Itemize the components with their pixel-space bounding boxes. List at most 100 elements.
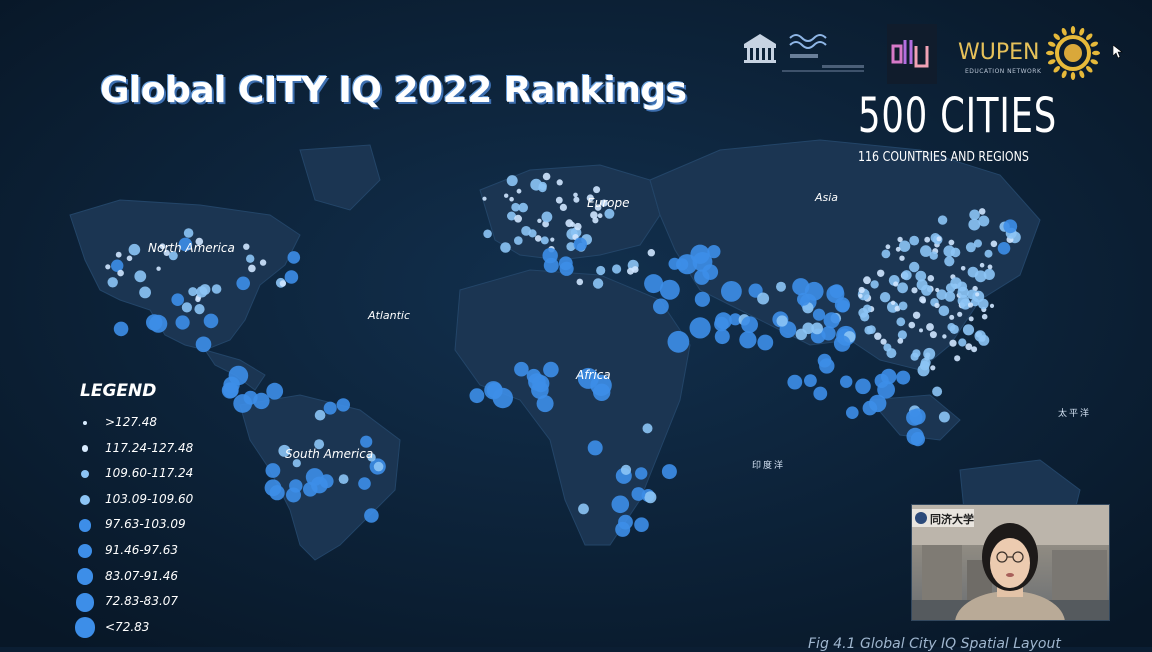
city-dot (983, 268, 995, 280)
city-dot (661, 464, 677, 480)
city-dot (812, 308, 826, 321)
city-dot (989, 303, 995, 308)
city-dot (358, 477, 371, 490)
city-dot (511, 202, 520, 212)
city-dot (978, 215, 990, 227)
city-dot (303, 482, 318, 497)
city-dot (944, 256, 955, 267)
city-dot (707, 245, 721, 259)
city-dot (542, 172, 551, 181)
city-dot (243, 243, 250, 250)
city-dot (984, 249, 993, 258)
legend-marker (81, 445, 89, 452)
city-dot (163, 249, 170, 256)
city-dot (920, 245, 932, 257)
city-dot (912, 311, 921, 319)
city-dot (942, 334, 947, 339)
city-dot (492, 387, 513, 409)
legend-label: 103.09-109.60 (105, 491, 194, 506)
legend-marker (79, 494, 91, 505)
city-dot (504, 193, 509, 198)
city-dot (246, 254, 255, 263)
slide-title: Global CITY IQ 2022 Rankings (100, 70, 687, 111)
label-europe: Europe (587, 196, 630, 210)
city-dot (128, 243, 141, 256)
city-dot (647, 249, 655, 257)
city-dot (323, 401, 337, 415)
city-dot (909, 235, 920, 246)
legend-label: >127.48 (105, 415, 158, 429)
city-dot (531, 381, 549, 399)
legend-item: <72.83 (70, 616, 210, 640)
city-dot (159, 243, 166, 250)
country-count-subheadline: 116 COUNTRIES AND REGIONS (858, 150, 1029, 165)
label-atlantic: Atlantic (368, 309, 411, 322)
label-africa: Africa (576, 368, 611, 382)
legend-item: 97.63-103.09 (70, 513, 210, 537)
city-dot (117, 269, 124, 277)
city-dot (514, 214, 522, 223)
city-dot (576, 278, 584, 286)
sun-ray (1061, 27, 1067, 36)
city-dot (908, 321, 916, 329)
city-dot (923, 347, 936, 360)
city-dot (178, 237, 193, 252)
sun-ray (1090, 59, 1099, 65)
city-dot (714, 316, 729, 332)
city-dot (960, 266, 966, 271)
city-dot (286, 487, 301, 503)
sun-ray (1046, 50, 1054, 56)
city-dot (360, 435, 373, 448)
city-dot (550, 237, 555, 242)
city-dot (211, 284, 222, 294)
city-dot (611, 495, 630, 514)
city-dot (787, 374, 803, 390)
city-dot (228, 365, 249, 386)
city-dot (336, 398, 350, 412)
unesco-logo (744, 34, 864, 72)
city-dot (920, 298, 926, 304)
city-dot (901, 270, 912, 281)
city-dot (968, 218, 981, 231)
city-dot (811, 322, 823, 335)
city-dot (644, 274, 664, 294)
city-dot (833, 335, 851, 352)
legend-marker (78, 519, 92, 532)
figure-caption: Fig 4.1 Global City IQ Spatial Layout (808, 636, 1061, 652)
city-dot (538, 181, 547, 191)
city-dot (915, 270, 927, 282)
presenter-scene: 同济大学 (912, 505, 1109, 620)
label-north-america: North America (148, 241, 235, 255)
city-dot (314, 409, 326, 421)
legend-title: LEGEND (80, 381, 157, 401)
city-dot (469, 388, 485, 404)
city-dot (897, 330, 908, 340)
city-dot (895, 246, 901, 252)
city-dot (823, 312, 840, 329)
city-dot (897, 282, 908, 294)
city-dot (541, 211, 553, 223)
presenter-video: 同济大学 (911, 504, 1110, 621)
city-dot (278, 444, 291, 457)
city-dot (518, 202, 528, 213)
city-dot (338, 474, 349, 484)
legend-item: 103.09-109.60 (70, 488, 210, 512)
city-dot (965, 343, 973, 351)
city-dot (881, 249, 891, 259)
city-dot (590, 211, 598, 219)
city-dot (968, 316, 974, 322)
partner-logo (887, 24, 937, 84)
city-dot (690, 244, 710, 264)
label-indian-ocean: 印度洋 (752, 461, 786, 471)
sun-ray (1053, 66, 1060, 73)
city-dot (890, 300, 896, 305)
city-dot (897, 338, 904, 344)
city-dot (897, 236, 903, 243)
city-dot (926, 323, 934, 331)
city-dot (612, 264, 622, 274)
city-dot (265, 463, 281, 478)
city-dot (597, 213, 603, 219)
legend-item: 91.46-97.63 (70, 539, 210, 563)
city-dot (620, 464, 632, 475)
sun-ray (1070, 72, 1076, 80)
